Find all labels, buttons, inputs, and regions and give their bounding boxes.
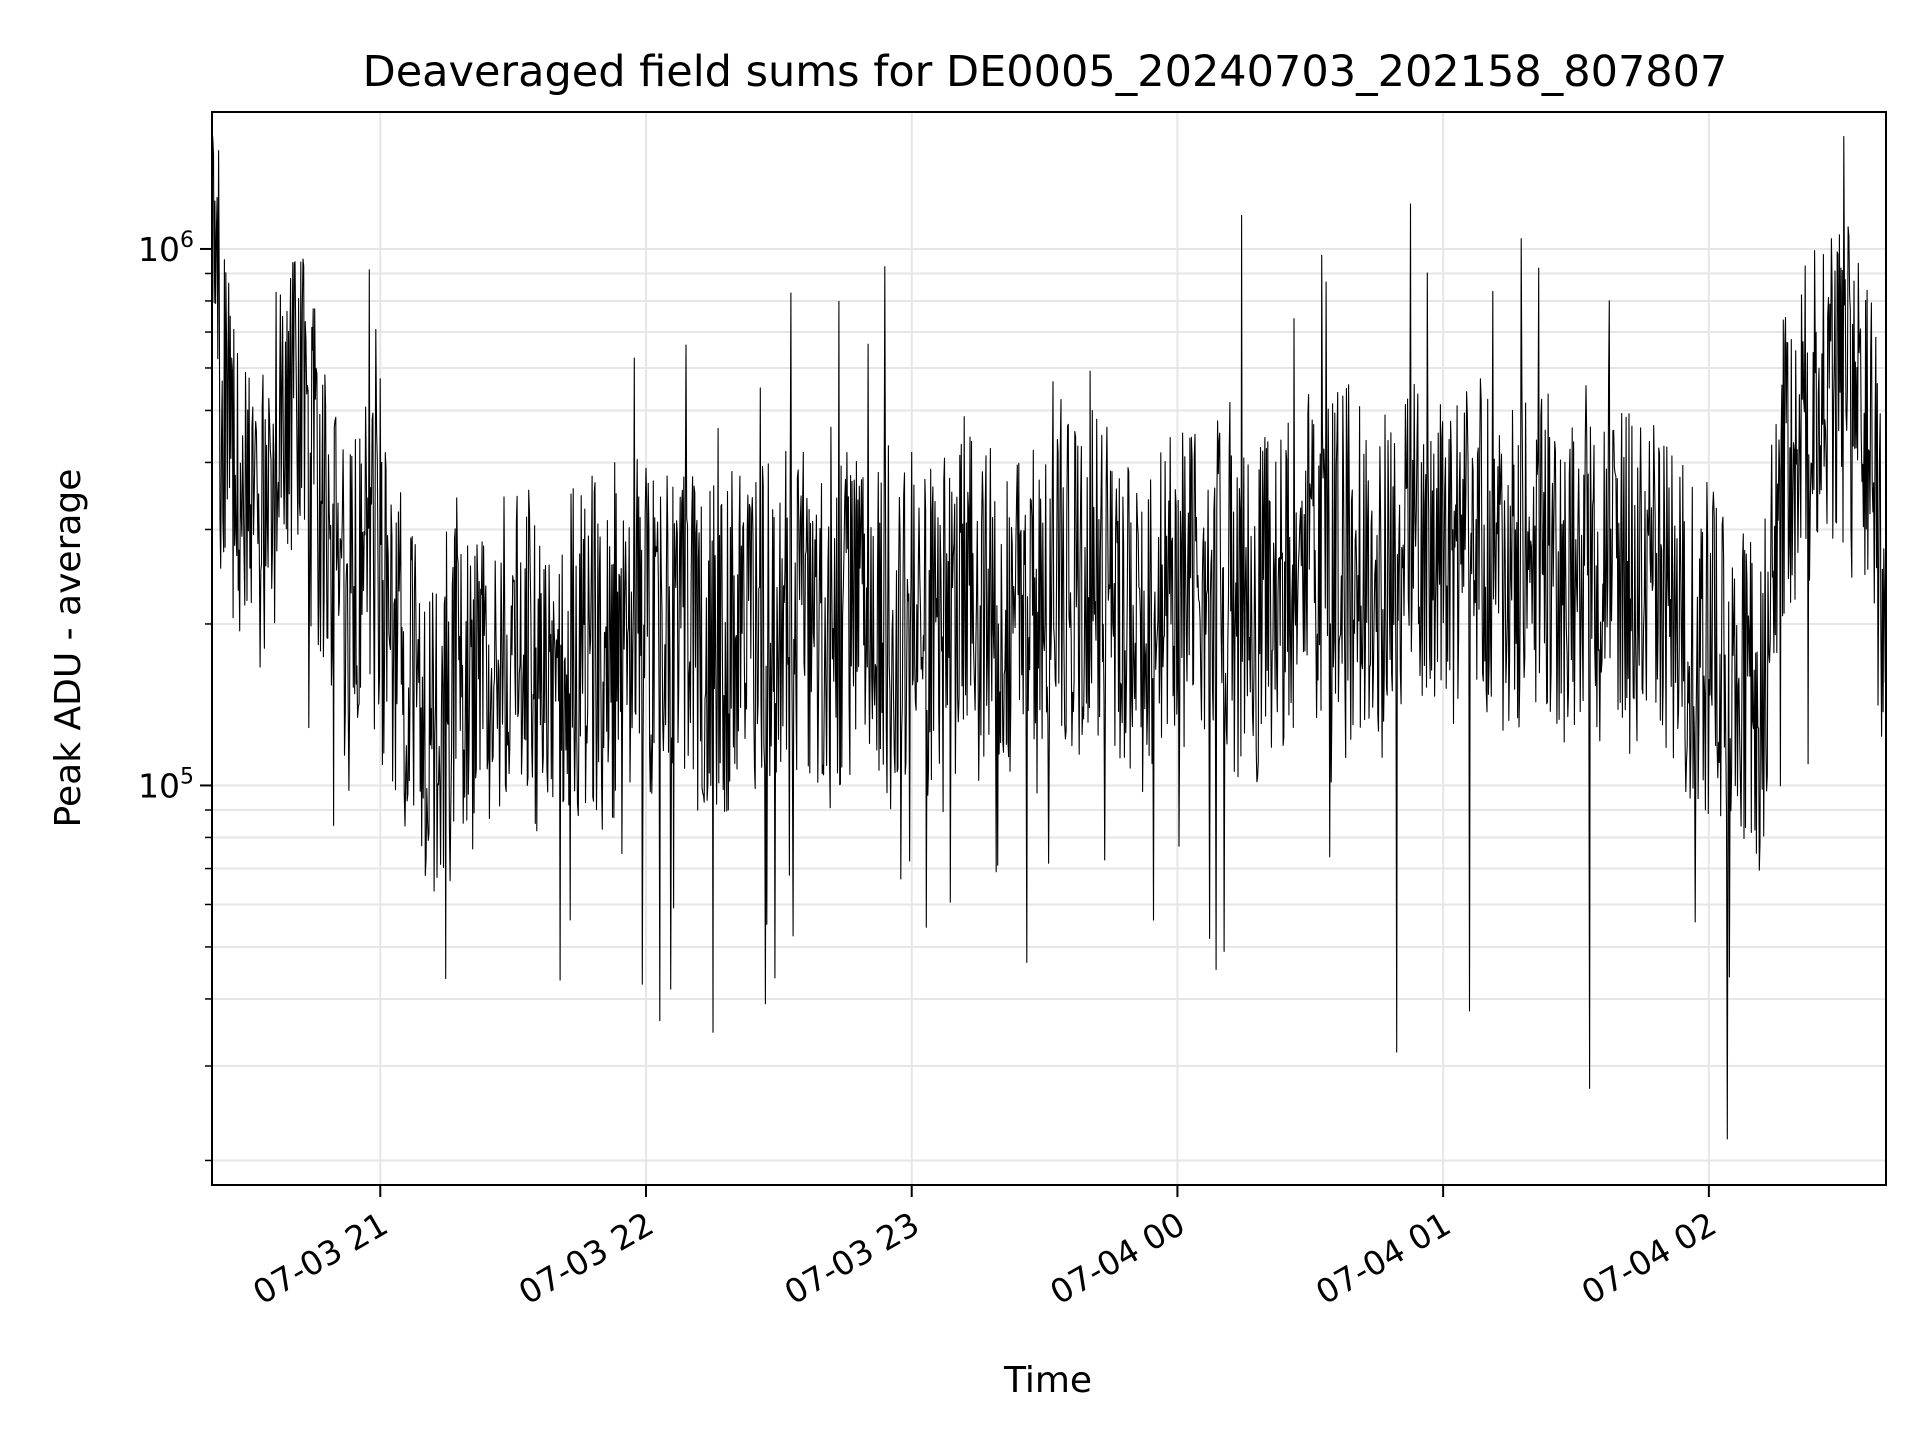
- x-axis-label: Time: [1003, 1360, 1092, 1401]
- y-tick-label: 105: [138, 764, 194, 805]
- series-layer: [211, 135, 1887, 1140]
- y-tick-label: 106: [138, 228, 194, 269]
- y-axis-ticks: 105 106: [138, 228, 212, 805]
- y-axis-label: Peak ADU - average: [48, 469, 89, 828]
- chart-title: Deaveraged field sums for DE0005_2024070…: [363, 47, 1728, 97]
- plot-area: [212, 112, 1886, 1185]
- series-line: [211, 135, 1887, 1140]
- y-minor-ticks: [205, 272, 212, 1162]
- plot-frame: [211, 111, 1887, 1186]
